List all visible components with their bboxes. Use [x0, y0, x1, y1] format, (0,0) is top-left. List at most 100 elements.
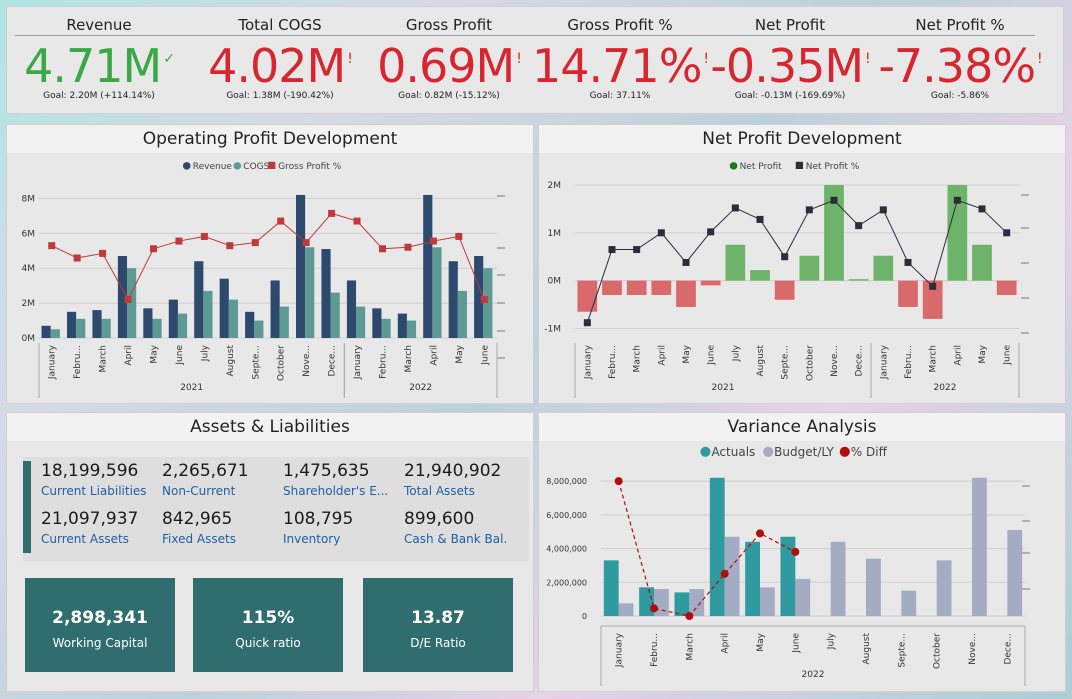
cogs-bar: [101, 318, 111, 338]
ratio-value: 115%: [241, 608, 295, 628]
x-tick-label: August: [862, 633, 872, 665]
net-profit-pct-point: [608, 246, 616, 254]
ratio-value: 2,898,341: [52, 608, 148, 628]
actuals-bar: [709, 477, 725, 616]
x-tick-label: Septe...: [897, 633, 907, 668]
pct-diff-point: [685, 612, 694, 620]
legend-swatch: [729, 162, 738, 170]
assets-liabilities-title: Assets & Liabilities: [7, 413, 533, 441]
legend-swatch: [839, 446, 850, 457]
net-profit-bar: [873, 255, 894, 281]
gross-profit-point: [353, 217, 361, 225]
x-tick-label: April: [721, 633, 731, 654]
kpi-value: -7.38%!: [878, 39, 1042, 93]
cogs-bar: [381, 318, 391, 338]
budget-bar: [618, 603, 634, 616]
x-tick-label: Nove...: [830, 345, 840, 377]
gross-profit-point: [48, 242, 56, 250]
x-tick-label: April: [953, 345, 963, 366]
y-tick-label: -1M: [544, 324, 561, 334]
cogs-bar: [305, 247, 315, 338]
asset-metric: 21,097,937 Current Assets: [41, 509, 138, 546]
revenue-bar: [321, 249, 331, 338]
x-tick-label: October: [933, 633, 943, 669]
legend-swatch: [182, 162, 191, 170]
net-profit-pct-point: [978, 205, 986, 213]
cogs-bar: [483, 268, 493, 338]
net-profit-title: Net Profit Development: [539, 125, 1065, 153]
x-tick-label: May: [150, 344, 160, 363]
cogs-bar: [330, 292, 340, 338]
assets-liabilities-panel: Assets & Liabilities 18,199,596 Current L…: [6, 412, 534, 692]
budget-bar: [724, 536, 740, 616]
net-profit-pct-point: [731, 204, 739, 212]
gross-profit-point: [455, 232, 463, 240]
asset-metric: 18,199,596 Current Liabilities: [41, 461, 147, 498]
ratio-card: 2,898,341 Working Capital: [25, 578, 175, 672]
kpi-status-icon: !: [703, 51, 709, 67]
x-tick-label: October: [277, 345, 287, 381]
gross-profit-point: [251, 239, 259, 247]
x-tick-label: May: [756, 632, 766, 651]
asset-label: Cash & Bank Bal.: [404, 532, 508, 546]
year-label: 2022: [934, 383, 957, 393]
asset-value: 1,475,635: [283, 461, 370, 481]
net-profit-pct-point: [879, 206, 887, 214]
net-profit-bar: [824, 185, 844, 281]
actuals-bar: [674, 592, 690, 616]
cogs-bar: [279, 306, 289, 338]
x-tick-label: Febru...: [904, 345, 914, 379]
kpi-goal: Goal: -0.13M (-169.69%): [734, 91, 846, 101]
year-label: 2021: [712, 383, 735, 393]
revenue-bar: [194, 261, 204, 338]
x-tick-label: January: [48, 344, 58, 380]
budget-bar: [866, 558, 881, 616]
cogs-bar: [254, 320, 264, 338]
net-profit-pct-point: [657, 229, 665, 237]
gross-profit-point: [302, 239, 310, 247]
asset-label: Current Liabilities: [41, 484, 147, 498]
gross-profit-point: [124, 296, 132, 304]
kpi-card: Revenue 4.71M ✓ Goal: 2.20M (+114.14%): [11, 7, 187, 115]
ratio-label: Quick ratio: [235, 636, 301, 650]
assets-accent-bar: [23, 461, 31, 553]
kpi-value: 4.02M!: [208, 39, 353, 93]
net-profit-panel: Net Profit Development Net Profit Net Pro…: [538, 124, 1066, 404]
variance-analysis-panel: Variance Analysis Actuals Budget/LY % Diff…: [538, 412, 1066, 692]
y-tick-label: 2M: [548, 181, 562, 191]
net-profit-pct-point: [633, 246, 641, 254]
budget-bar: [654, 589, 669, 616]
kpi-value: 4.71M ✓: [24, 39, 175, 93]
y-tick-label: 6,000,000: [546, 511, 587, 520]
net-profit-bar: [676, 280, 696, 307]
x-tick-label: Nove...: [302, 345, 312, 377]
gross-profit-point: [226, 242, 234, 250]
x-tick-label: April: [657, 345, 667, 366]
y-tick-label: 6M: [22, 229, 36, 239]
asset-metric: 21,940,902 Total Assets: [404, 461, 501, 498]
variance-analysis-chart: Actuals Budget/LY % Diff 0 2,000,000 4,000,00…: [546, 445, 1030, 686]
net-profit-bar: [898, 280, 918, 307]
kpi-status-icon: !: [516, 51, 522, 67]
net-profit-bar: [947, 185, 968, 281]
budget-bar: [936, 560, 952, 616]
gross-profit-point: [480, 296, 488, 304]
net-profit-bar: [725, 244, 746, 281]
asset-label: Non-Current: [162, 484, 236, 498]
cogs-bar: [457, 290, 467, 338]
x-tick-label: June: [791, 633, 801, 654]
legend-swatch: [763, 446, 774, 457]
net-profit-pct-point: [583, 319, 591, 327]
y-tick-label: 4M: [22, 264, 36, 274]
kpi-goal: Goal: 2.20M (+114.14%): [43, 91, 155, 101]
asset-label: Shareholder's E...: [283, 484, 389, 498]
budget-bar: [830, 541, 846, 616]
net-profit-pct-point: [904, 258, 912, 266]
net-profit-pct-point: [830, 196, 838, 204]
kpi-label: Gross Profit: [405, 16, 493, 34]
asset-metric: 1,475,635 Shareholder's E...: [283, 461, 388, 498]
legend-label: Actuals: [711, 445, 755, 459]
gross-profit-point: [200, 232, 208, 240]
kpi-label: Net Profit: [754, 16, 826, 34]
net-profit-bar: [602, 280, 622, 295]
